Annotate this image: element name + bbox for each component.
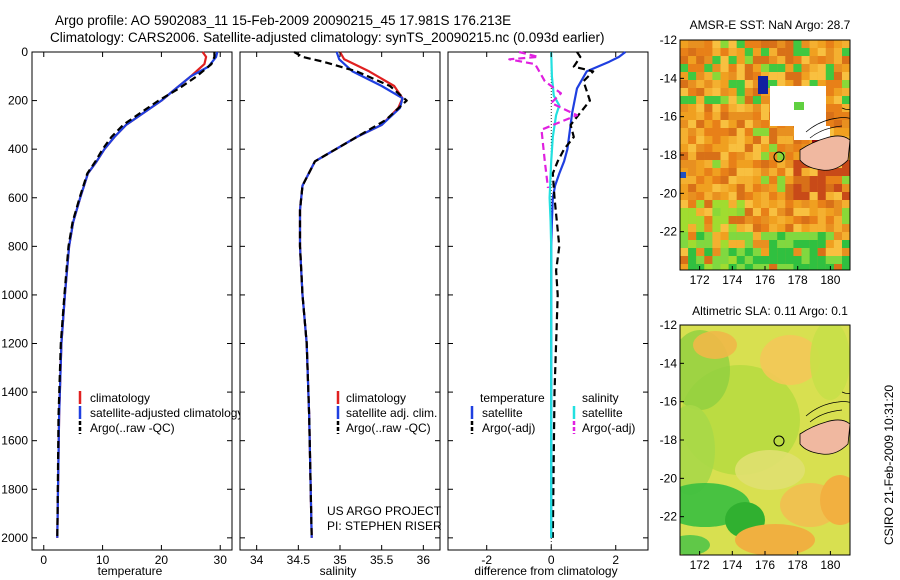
series-line-salinity-argo-adj- [508, 50, 579, 189]
map-y-tick-label: -12 [660, 33, 678, 47]
legend-label-satellite-adj: satellite adj. clim. [346, 406, 437, 420]
x-tick-label: 35.5 [370, 553, 394, 567]
difference-legend: temperature satellite Argo(-adj) salinit… [470, 391, 635, 435]
map-x-tick-label: 180 [820, 273, 840, 287]
legend-title-temperature: temperature [480, 391, 545, 405]
x-tick-label: 2 [612, 553, 619, 567]
sla-map-panel: Altimetric SLA: 0.11 Argo: 0.1 [660, 304, 851, 572]
y-tick-label: 600 [8, 191, 28, 205]
temperature-legend: climatology satellite-adjusted climatolo… [78, 391, 243, 435]
legend-label-sal-satellite: satellite [582, 406, 623, 420]
y-tick-label: 400 [8, 142, 28, 156]
map-y-tick-label: -22 [660, 225, 678, 239]
sst-map-title: AMSR-E SST: NaN Argo: 28.7 [690, 18, 851, 32]
map-x-tick-label: 176 [755, 273, 775, 287]
map-x-tick-label: 178 [788, 273, 808, 287]
x-tick-label: 34 [250, 553, 264, 567]
temperature-panel: 0 10 20 30 0 200 400 600 800 1000 1200 1400 1600 1800… [1, 45, 243, 578]
legend-label-temp-argo: Argo(-adj) [482, 421, 535, 435]
y-tick-label: 1600 [1, 434, 28, 448]
credit-line1: US ARGO PROJECT [327, 504, 442, 518]
legend-label-argo: Argo(..raw -QC) [90, 421, 175, 435]
map-y-tick-label: -14 [660, 356, 678, 370]
map-y-tick-label: -22 [660, 510, 678, 524]
y-tick-label: 200 [8, 94, 28, 108]
credit-line2: PI: STEPHEN RISER [327, 519, 442, 533]
difference-axis-label: difference from climatology [474, 564, 617, 578]
y-tick-label: 1800 [1, 482, 28, 496]
x-tick-label: 35 [333, 553, 347, 567]
sla-field [680, 325, 850, 555]
map-x-tick-label: 176 [755, 558, 775, 572]
figure-title-line1: Argo profile: AO 5902083_11 15-Feb-2009 … [55, 13, 511, 28]
temperature-axis-label: temperature [98, 564, 163, 578]
x-tick-label: -2 [481, 553, 492, 567]
x-tick-label: 20 [155, 553, 169, 567]
sla-float-marker [773, 435, 785, 447]
x-tick-label: 30 [214, 553, 228, 567]
legend-label-sal-argo: Argo(-adj) [582, 421, 635, 435]
legend-label-satellite-adjusted: satellite-adjusted climatology [90, 406, 243, 420]
series-line-salinity-satellite [548, 51, 561, 538]
map-x-tick-label: 178 [788, 558, 808, 572]
legend-label-temp-satellite: satellite [482, 406, 523, 420]
salinity-legend: climatology satellite adj. clim. Argo(..… [336, 391, 437, 435]
map-x-tick-label: 172 [690, 273, 710, 287]
x-tick-label: 0 [548, 553, 555, 567]
y-tick-label: 1200 [1, 337, 28, 351]
y-tick-label: 1400 [1, 385, 28, 399]
sst-float-marker [773, 151, 785, 163]
y-tick-label: 800 [8, 239, 28, 253]
salinity-panel: 34 34.5 35 35.5 36 salinity climatology sate… [239, 51, 442, 578]
legend-label-climatology: climatology [346, 391, 406, 405]
x-tick-label: 10 [96, 553, 110, 567]
timestamp: CSIRO 21-Feb-2009 10:31:20 [882, 385, 896, 545]
series-line-argo-raw-qc- [293, 51, 408, 538]
map-y-tick-label: -14 [660, 71, 678, 85]
map-y-tick-label: -20 [660, 186, 678, 200]
map-y-tick-label: -18 [660, 148, 678, 162]
map-x-tick-label: 174 [722, 273, 742, 287]
map-y-tick-label: -16 [660, 395, 678, 409]
map-y-tick-label: -16 [660, 110, 678, 124]
map-y-tick-label: -18 [660, 433, 678, 447]
map-y-tick-label: -12 [660, 318, 678, 332]
map-x-tick-label: 174 [722, 558, 742, 572]
legend-title-salinity: salinity [582, 391, 619, 405]
sst-map-panel: AMSR-E SST: NaN Argo: 28.7 172 174 176 178 1… [660, 18, 851, 287]
sst-coastline [799, 107, 850, 171]
figure-title-line2: Climatology: CARS2006. Satellite-adjuste… [50, 30, 605, 45]
legend-label-argo: Argo(..raw -QC) [346, 421, 431, 435]
map-x-tick-label: 172 [690, 558, 710, 572]
y-tick-label: 0 [21, 45, 28, 59]
legend-label-climatology: climatology [90, 391, 150, 405]
salinity-axis-label: salinity [320, 564, 357, 578]
y-tick-label: 2000 [1, 531, 28, 545]
x-tick-label: 36 [417, 553, 431, 567]
map-y-tick-label: -20 [660, 471, 678, 485]
series-line-satellite-adjusted-climatology [56, 51, 219, 538]
x-tick-label: 0 [40, 553, 47, 567]
map-x-tick-label: 180 [820, 558, 840, 572]
difference-panel: -2 0 2 difference from climatology tempera… [447, 50, 649, 578]
sla-coastline [799, 391, 850, 455]
y-tick-label: 1000 [1, 288, 28, 302]
sla-map-title: Altimetric SLA: 0.11 Argo: 0.1 [692, 304, 848, 318]
x-tick-label: 34.5 [287, 553, 311, 567]
